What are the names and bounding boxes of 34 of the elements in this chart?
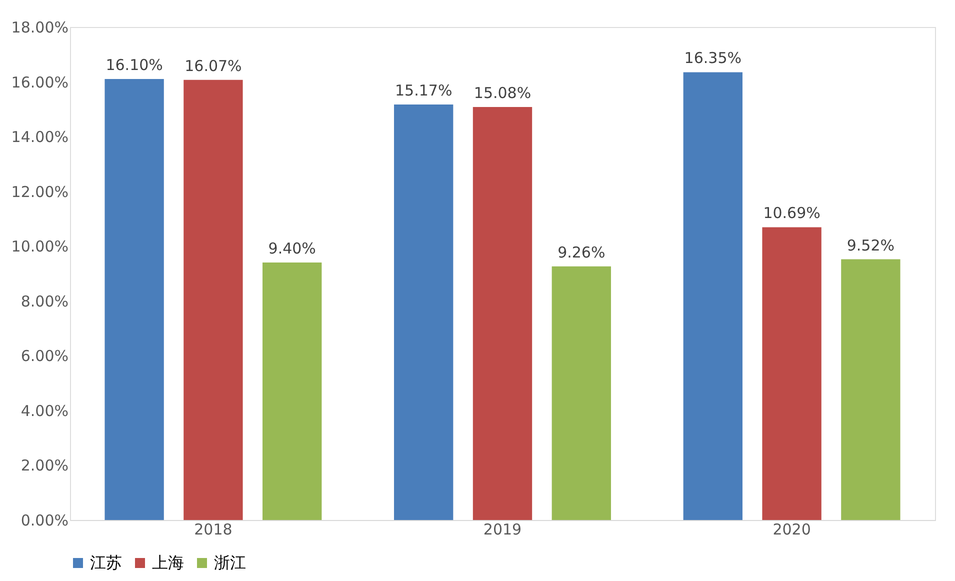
x-tick-label: 2019 (483, 520, 522, 538)
y-tick-label: 4.00% (20, 402, 68, 420)
data-label: 9.26% (558, 243, 606, 262)
bar (104, 79, 164, 520)
legend-label: 江苏 (90, 553, 122, 572)
y-tick-label: 6.00% (20, 347, 68, 366)
bar (394, 104, 454, 520)
y-tick-label: 8.00% (20, 292, 68, 310)
data-label: 16.35% (684, 49, 742, 68)
legend-label: 浙江 (214, 553, 246, 572)
data-label: 9.52% (846, 236, 895, 254)
bar (184, 80, 243, 520)
y-tick-label: 10.00% (11, 238, 68, 256)
data-label: 15.08% (474, 84, 532, 102)
y-tick-label: 18.00% (11, 18, 68, 36)
bar (262, 262, 322, 520)
y-tick-label: 0.00% (20, 512, 68, 530)
y-tick-label: 12.00% (11, 182, 68, 201)
y-tick-label: 16.00% (11, 73, 68, 92)
data-label: 10.69% (763, 204, 820, 222)
data-label: 15.17% (395, 82, 452, 100)
data-label: 16.07% (184, 56, 242, 75)
y-tick-label: 2.00% (20, 456, 68, 475)
bar (552, 266, 611, 520)
bar (472, 106, 532, 520)
x-tick-label: 2020 (772, 520, 811, 538)
data-label: 9.40% (268, 240, 316, 258)
legend-label: 上海 (152, 553, 184, 572)
y-tick-label: 14.00% (11, 128, 68, 146)
bar (762, 227, 822, 520)
bar (841, 259, 900, 520)
x-tick-label: 2018 (194, 520, 232, 538)
data-label: 16.10% (106, 56, 163, 74)
bar (683, 72, 742, 520)
